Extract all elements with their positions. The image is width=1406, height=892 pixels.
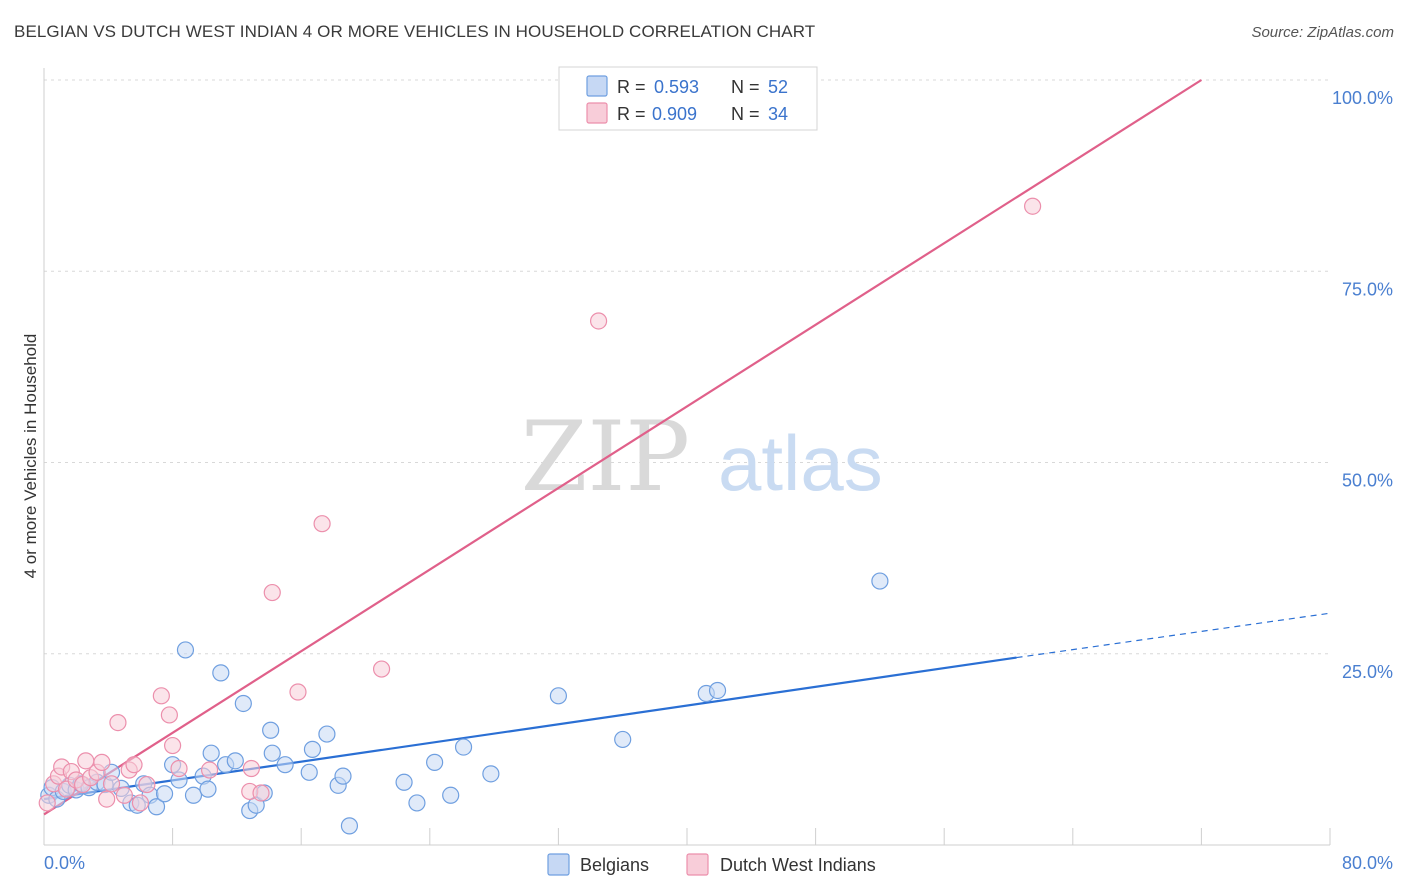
point-dutch-west-indians (170, 759, 188, 778)
point-belgians (442, 786, 460, 804)
point-dutch-west-indians (152, 687, 170, 705)
bottom-legend-swatch-dutch-west-indians (686, 853, 709, 876)
y-axis-label: 4 or more Vehicles in Household (21, 334, 40, 579)
point-belgians (226, 752, 244, 770)
legend-r-label: R = (617, 104, 646, 124)
trend-line-dutch-west-indians (43, 79, 1202, 816)
point-dutch-west-indians (115, 786, 133, 804)
point-belgians (454, 738, 473, 756)
point-dutch-west-indians (164, 736, 182, 755)
point-belgians (482, 765, 500, 783)
point-belgians (262, 721, 280, 739)
y-tick-label: 100.0% (1332, 88, 1393, 108)
source-credit: Source: ZipAtlas.com (1251, 24, 1394, 41)
point-belgians (340, 817, 359, 835)
point-dutch-west-indians (200, 761, 219, 779)
trend-line-belgians (43, 656, 1017, 801)
y-tick-labels: 100.0% 75.0% 50.0% 25.0% (1332, 88, 1393, 682)
point-dutch-west-indians (252, 784, 270, 802)
axes (43, 68, 1331, 846)
chart-title: BELGIAN VS DUTCH WEST INDIAN 4 OR MORE V… (14, 22, 816, 41)
bottom-legend-label-dutch-west-indians: Dutch West Indians (720, 855, 876, 875)
point-dutch-west-indians (1024, 197, 1042, 215)
point-dutch-west-indians (109, 713, 127, 732)
trend-line-belgians-extension (1016, 612, 1331, 659)
point-belgians (871, 572, 889, 590)
point-belgians (263, 744, 281, 762)
point-dutch-west-indians (131, 794, 150, 812)
bottom-legend-swatch-belgians (547, 853, 570, 876)
point-belgians (234, 694, 252, 713)
point-belgians (147, 798, 166, 816)
grid-lines (44, 79, 1330, 655)
y-tick-label: 50.0% (1342, 471, 1393, 491)
point-belgians (199, 780, 217, 798)
legend-n-label: N = (731, 77, 760, 97)
point-belgians (708, 681, 727, 700)
legend-r-value: 0.593 (654, 77, 699, 97)
x-tick-labels: 0.0% 80.0% (44, 853, 1393, 873)
point-dutch-west-indians (242, 759, 260, 778)
point-belgians (426, 753, 444, 771)
bottom-legend-label-belgians: Belgians (580, 855, 649, 875)
point-belgians (202, 744, 220, 762)
point-dutch-west-indians (93, 753, 111, 771)
point-belgians (212, 664, 230, 682)
correlation-legend: R = 0.593 N = 52 R = 0.909 N = 34 (558, 66, 818, 131)
point-dutch-west-indians (160, 706, 178, 724)
series-legend: Belgians Dutch West Indians (547, 853, 876, 876)
point-dutch-west-indians (38, 794, 56, 812)
point-belgians (395, 773, 413, 791)
point-belgians (303, 740, 322, 758)
point-dutch-west-indians (313, 515, 331, 533)
point-belgians (276, 756, 294, 774)
watermark: ZIP atlas (521, 401, 883, 513)
point-belgians (549, 687, 568, 705)
legend-r-label: R = (617, 77, 646, 97)
point-belgians (155, 785, 174, 803)
legend-r-value: 0.909 (652, 104, 697, 124)
legend-n-value: 52 (768, 77, 788, 97)
legend-n-value: 34 (768, 104, 788, 124)
watermark-atlas: atlas (718, 419, 883, 507)
point-dutch-west-indians (125, 756, 143, 774)
legend-swatch-belgians (586, 75, 608, 97)
point-dutch-west-indians (263, 583, 281, 602)
point-dutch-west-indians (98, 790, 116, 808)
point-dutch-west-indians (138, 775, 156, 794)
point-dutch-west-indians (289, 683, 307, 701)
y-tick-label: 75.0% (1342, 279, 1393, 299)
legend-n-label: N = (731, 104, 760, 124)
point-dutch-west-indians (372, 660, 391, 678)
point-dutch-west-indians (589, 312, 608, 330)
x-tick-label: 80.0% (1342, 853, 1393, 873)
point-belgians (318, 725, 336, 743)
y-tick-label: 25.0% (1342, 662, 1393, 682)
point-belgians (614, 730, 632, 749)
point-belgians (300, 763, 318, 781)
data-points (38, 197, 1042, 835)
point-belgians (176, 641, 195, 659)
point-dutch-west-indians (102, 775, 121, 793)
point-belgians (334, 767, 352, 785)
x-tick-label: 0.0% (44, 853, 85, 873)
point-belgians (408, 794, 426, 812)
point-belgians (184, 786, 203, 804)
legend-swatch-dutch-west-indians (586, 102, 608, 124)
